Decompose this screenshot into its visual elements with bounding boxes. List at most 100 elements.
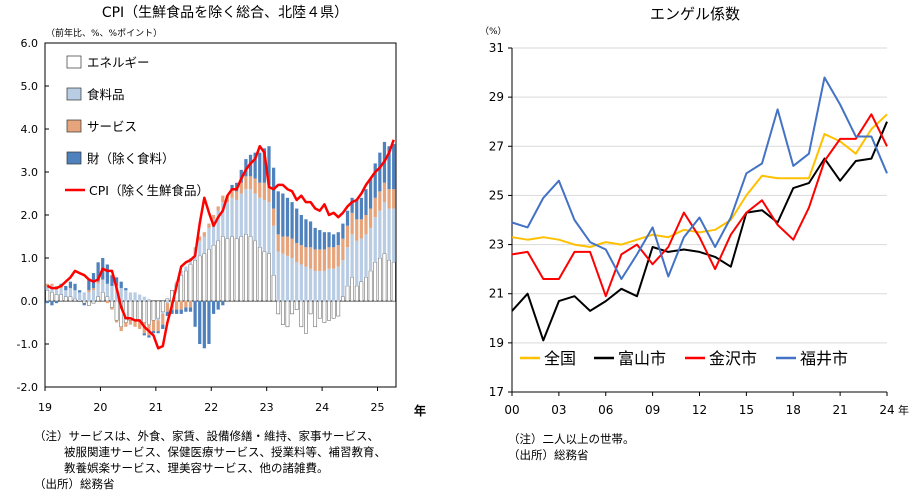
- cpi-bar-energy: [151, 300, 156, 321]
- cpi-bar-food: [68, 288, 73, 297]
- cpi-bar-food: [156, 318, 160, 321]
- cpi-notes: （注）サービスは、外食、家賃、設備修繕・維持、家事サービス、 被服関連サービス、…: [34, 428, 386, 492]
- cpi-bar-food: [45, 285, 49, 291]
- cpi-bar-food: [87, 292, 91, 301]
- cpi-bar-service: [290, 238, 294, 258]
- cpi-bar-energy: [87, 300, 91, 306]
- cpi-bar-goods: [308, 221, 313, 248]
- cpi-bar-food: [313, 270, 317, 301]
- cpi-bar-service: [313, 249, 317, 271]
- cpi-legend-label-service: サービス: [87, 119, 137, 134]
- cpi-bar-food: [327, 268, 331, 301]
- cpi-bar-energy: [345, 285, 350, 302]
- cpi-bar-goods: [114, 277, 119, 286]
- cpi-bar-food: [161, 311, 165, 314]
- cpi-legend-label-goods: 財（除く食料）: [87, 151, 175, 166]
- cpi-bar-service: [248, 176, 253, 190]
- cpi-x-tick-label: 19: [38, 401, 52, 414]
- cpi-bar-service: [91, 288, 96, 291]
- cpi-bar-goods: [142, 333, 146, 336]
- cpi-bar-goods: [285, 197, 290, 237]
- cpi-y-tick-label: -2.0: [17, 381, 38, 394]
- engel-x-tick-label: 15: [739, 403, 754, 417]
- cpi-bar-goods: [230, 184, 234, 190]
- cpi-bar-food: [147, 298, 151, 301]
- cpi-bar-food: [295, 262, 299, 301]
- cpi-bar-food: [211, 219, 216, 246]
- cpi-bar-service: [336, 245, 340, 267]
- cpi-bar-food: [308, 268, 313, 301]
- cpi-bar-goods: [253, 152, 257, 179]
- cpi-bar-energy: [91, 300, 96, 304]
- cpi-note-line-3: 教養娯楽サービス、理美容サービス、他の諸雑費。: [64, 461, 329, 475]
- cpi-bar-energy: [100, 292, 105, 302]
- cpi-bar-service: [271, 208, 276, 226]
- cpi-bar-service: [253, 178, 257, 194]
- engel-line-toyama: [511, 121, 888, 342]
- cpi-bar-energy: [193, 259, 197, 302]
- cpi-bar-energy: [368, 270, 373, 302]
- cpi-bar-service: [299, 245, 303, 265]
- cpi-bar-goods: [276, 191, 280, 235]
- cpi-bar-goods: [378, 152, 382, 192]
- cpi-bar-service: [133, 320, 137, 327]
- cpi-bar-food: [198, 240, 202, 256]
- cpi-bar-goods: [156, 331, 160, 334]
- cpi-bar-energy: [364, 277, 368, 302]
- cpi-bar-food: [133, 292, 137, 301]
- cpi-bar-food: [179, 270, 183, 276]
- engel-legend-label-kanazawa: 金沢市: [709, 349, 757, 368]
- cpi-bar-energy: [156, 300, 161, 319]
- cpi-bar-energy: [290, 300, 294, 315]
- cpi-bar-service: [350, 212, 354, 235]
- cpi-bar-food: [110, 285, 114, 301]
- cpi-bar-energy: [244, 234, 248, 302]
- cpi-bar-goods: [82, 303, 86, 306]
- cpi-bar-food: [276, 251, 280, 301]
- cpi-bar-energy: [391, 262, 396, 302]
- engel-y-tick-label: 31: [489, 41, 504, 55]
- cpi-bar-goods: [392, 144, 396, 190]
- cpi-bar-service: [341, 238, 345, 261]
- cpi-bar-service: [105, 301, 109, 304]
- cpi-x-tick-label: 20: [93, 401, 107, 414]
- cpi-bar-goods: [368, 178, 373, 209]
- cpi-bar-energy: [96, 296, 100, 302]
- cpi-bar-service: [128, 320, 133, 325]
- cpi-bar-food: [105, 283, 109, 297]
- cpi-bar-goods: [341, 223, 345, 239]
- cpi-bar-food: [271, 225, 276, 276]
- cpi-bar-service: [244, 176, 248, 190]
- cpi-bar-food: [285, 255, 290, 301]
- cpi-x-tick-label: 25: [371, 401, 385, 414]
- cpi-bar-energy: [82, 300, 87, 304]
- cpi-bar-food: [341, 260, 345, 297]
- engel-line-kanazawa: [511, 113, 888, 298]
- cpi-bar-service: [322, 249, 327, 271]
- cpi-bar-food: [258, 197, 262, 248]
- cpi-bar-food: [138, 294, 142, 301]
- cpi-bar-goods: [170, 309, 174, 314]
- cpi-bar-service: [308, 247, 313, 269]
- cpi-bar-energy: [211, 244, 216, 302]
- cpi-bar-food: [230, 197, 234, 237]
- cpi-bar-goods: [350, 197, 354, 213]
- cpi-bar-food: [91, 290, 96, 301]
- cpi-bar-service: [184, 301, 188, 308]
- cpi-bar-service: [239, 182, 243, 194]
- cpi-bar-service: [262, 182, 266, 200]
- engel-legend-label-fukui: 福井市: [800, 349, 848, 368]
- engel-x-tick-label: 09: [645, 403, 660, 417]
- cpi-bar-service: [87, 290, 91, 293]
- cpi-bar-food: [124, 290, 128, 301]
- cpi-bar-goods: [373, 163, 377, 198]
- cpi-x-tick-label: 21: [149, 401, 163, 414]
- engel-legend-label-toyama: 富山市: [618, 349, 666, 368]
- engel-note-source: （出所）総務省: [508, 448, 589, 462]
- cpi-bar-goods: [304, 219, 308, 248]
- engel-note-line-1: （注）二人以上の世帯。: [508, 432, 635, 446]
- cpi-bar-food: [378, 210, 382, 258]
- cpi-bar-food: [221, 202, 225, 237]
- cpi-bar-goods: [193, 301, 197, 327]
- cpi-bar-goods: [336, 232, 340, 246]
